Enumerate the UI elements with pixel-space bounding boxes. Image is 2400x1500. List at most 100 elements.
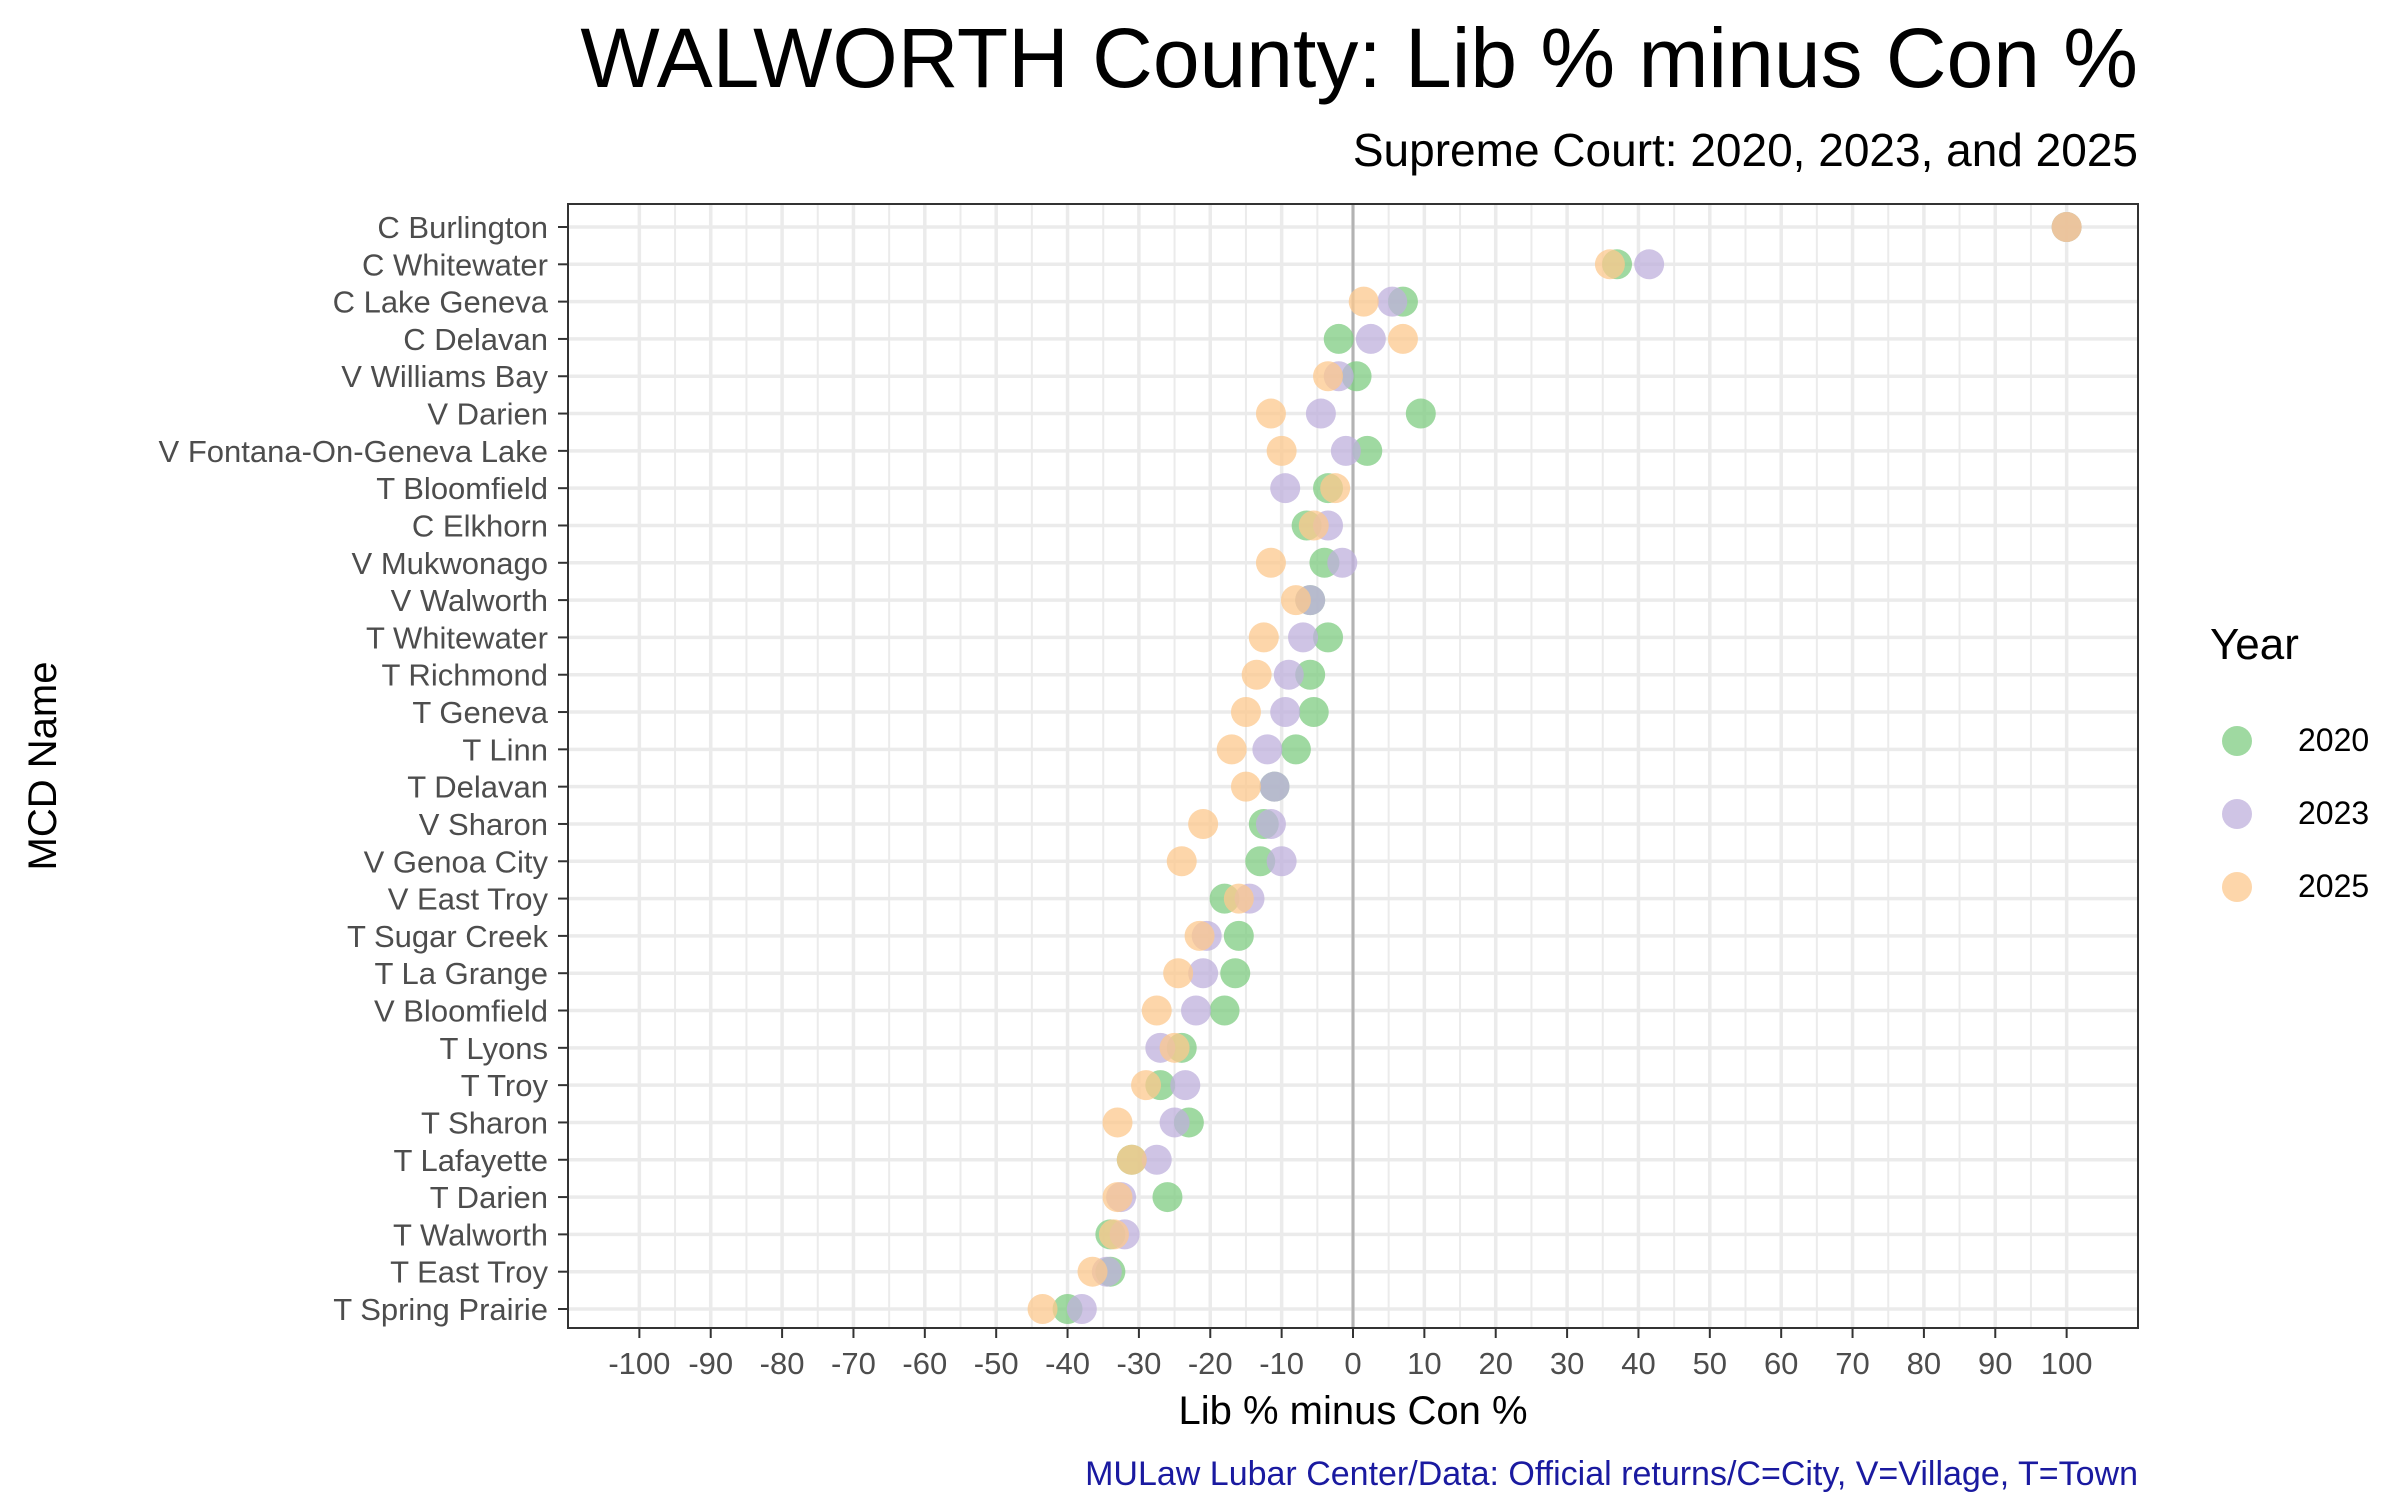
data-point-2025 bbox=[1131, 1070, 1162, 1101]
y-tick-label: T Geneva bbox=[412, 695, 548, 730]
data-point-2023 bbox=[1259, 771, 1290, 802]
data-point-2025 bbox=[1166, 846, 1197, 877]
y-tick-label: C Elkhorn bbox=[412, 508, 548, 543]
legend-item-2025: 2025 bbox=[2210, 850, 2369, 923]
data-point-2020 bbox=[1245, 846, 1276, 877]
x-tick-label: 30 bbox=[1550, 1346, 1584, 1381]
data-point-2023 bbox=[1355, 323, 1386, 354]
data-point-2023 bbox=[1270, 697, 1301, 728]
y-tick-label: V Fontana-On-Geneva Lake bbox=[159, 434, 548, 469]
y-tick-label: V Bloomfield bbox=[374, 994, 548, 1029]
data-point-2025 bbox=[1141, 995, 1172, 1026]
y-tick-label: T Darien bbox=[430, 1180, 548, 1215]
y-tick-label: V Genoa City bbox=[364, 844, 549, 879]
data-point-2023 bbox=[1305, 398, 1336, 429]
y-tick-label: T Sugar Creek bbox=[347, 919, 549, 954]
y-tick-label: T Richmond bbox=[381, 658, 548, 693]
y-tick-label: T Lafayette bbox=[393, 1143, 548, 1178]
legend-title: Year bbox=[2210, 620, 2299, 669]
x-tick-label: 0 bbox=[1344, 1346, 1361, 1381]
data-point-2020 bbox=[1152, 1182, 1183, 1213]
data-point-2025 bbox=[1223, 883, 1254, 914]
data-point-2020 bbox=[1405, 398, 1436, 429]
x-tick-label: 40 bbox=[1621, 1346, 1655, 1381]
chart-title: WALWORTH County: Lib % minus Con % bbox=[580, 11, 2138, 105]
legend-item-2020: 2020 bbox=[2210, 704, 2369, 777]
data-point-2025 bbox=[1230, 771, 1261, 802]
x-tick-label: 60 bbox=[1764, 1346, 1798, 1381]
x-tick-label: 70 bbox=[1835, 1346, 1869, 1381]
data-point-2025 bbox=[1313, 361, 1344, 392]
data-point-2023 bbox=[1159, 1107, 1190, 1138]
legend-swatch bbox=[2222, 871, 2252, 902]
data-point-2025 bbox=[1320, 473, 1351, 504]
data-point-2023 bbox=[1170, 1070, 1201, 1101]
y-tick-label: T Lyons bbox=[439, 1031, 548, 1066]
data-point-2020 bbox=[1298, 697, 1329, 728]
data-point-2025 bbox=[1102, 1107, 1133, 1138]
x-tick-label: -60 bbox=[902, 1346, 947, 1381]
y-axis-title: MCD Name bbox=[21, 662, 65, 871]
data-point-2023 bbox=[1270, 473, 1301, 504]
data-point-2023 bbox=[1188, 958, 1219, 989]
y-tick-label: V Walworth bbox=[391, 583, 548, 618]
y-tick-label: V East Troy bbox=[388, 882, 549, 917]
y-tick-label: T Bloomfield bbox=[376, 471, 548, 506]
data-point-2023 bbox=[1288, 622, 1319, 653]
data-point-2025 bbox=[1255, 398, 1286, 429]
data-point-2025 bbox=[1163, 958, 1194, 989]
y-tick-label: T Whitewater bbox=[366, 620, 548, 655]
y-tick-label: V Darien bbox=[427, 397, 548, 432]
y-tick-label: T Linn bbox=[462, 732, 548, 767]
x-tick-label: 100 bbox=[2041, 1346, 2093, 1381]
y-tick-label: V Mukwonago bbox=[352, 546, 548, 581]
data-point-2025 bbox=[1241, 659, 1272, 690]
y-tick-label: C Delavan bbox=[403, 322, 548, 357]
y-tick-label: T Walworth bbox=[393, 1217, 548, 1252]
legend-label: 2023 bbox=[2298, 795, 2370, 831]
data-point-2025 bbox=[1077, 1256, 1108, 1287]
data-point-2023 bbox=[1377, 286, 1408, 317]
data-point-2025 bbox=[1348, 286, 1379, 317]
y-tick-label: T Delavan bbox=[407, 770, 548, 805]
data-point-2020 bbox=[1209, 995, 1240, 1026]
x-tick-label: -10 bbox=[1259, 1346, 1304, 1381]
y-tick-label: C Lake Geneva bbox=[333, 285, 549, 320]
y-tick-label: T East Troy bbox=[390, 1255, 548, 1290]
x-tick-label: 10 bbox=[1407, 1346, 1441, 1381]
data-point-2023 bbox=[1255, 808, 1286, 839]
data-point-2023 bbox=[1273, 659, 1304, 690]
chart-subtitle: Supreme Court: 2020, 2023, and 2025 bbox=[1352, 124, 2138, 176]
data-point-2025 bbox=[1594, 249, 1625, 280]
data-point-2025 bbox=[1116, 1144, 1147, 1175]
data-point-2023 bbox=[1634, 249, 1665, 280]
data-point-2023 bbox=[1327, 547, 1358, 578]
legend-swatch bbox=[2222, 798, 2252, 829]
x-tick-label: -50 bbox=[974, 1346, 1019, 1381]
y-tick-label: T La Grange bbox=[375, 956, 548, 991]
x-axis-title: Lib % minus Con % bbox=[1178, 1389, 1527, 1433]
data-point-2020 bbox=[1220, 958, 1251, 989]
data-point-2023 bbox=[1066, 1294, 1097, 1324]
y-tick-label: V Williams Bay bbox=[341, 359, 548, 394]
x-tick-label: -70 bbox=[831, 1346, 876, 1381]
data-point-2025 bbox=[1102, 1182, 1133, 1213]
data-point-2023 bbox=[1266, 846, 1297, 877]
x-tick-label: -30 bbox=[1117, 1346, 1162, 1381]
data-point-2020 bbox=[1313, 622, 1344, 653]
data-point-2025 bbox=[1098, 1219, 1129, 1250]
data-point-2025 bbox=[2051, 212, 2082, 242]
legend-label: 2020 bbox=[2298, 722, 2370, 758]
data-point-2025 bbox=[1387, 323, 1418, 354]
data-point-2025 bbox=[1184, 920, 1215, 951]
x-tick-label: 90 bbox=[1978, 1346, 2012, 1381]
data-point-2025 bbox=[1230, 697, 1261, 728]
data-point-2023 bbox=[1141, 1144, 1172, 1175]
y-tick-label: C Burlington bbox=[377, 210, 548, 245]
data-point-2025 bbox=[1266, 435, 1297, 466]
data-point-2020 bbox=[1280, 734, 1311, 765]
data-point-2025 bbox=[1159, 1032, 1190, 1063]
x-tick-label: -80 bbox=[760, 1346, 805, 1381]
data-point-2020 bbox=[1352, 435, 1383, 466]
